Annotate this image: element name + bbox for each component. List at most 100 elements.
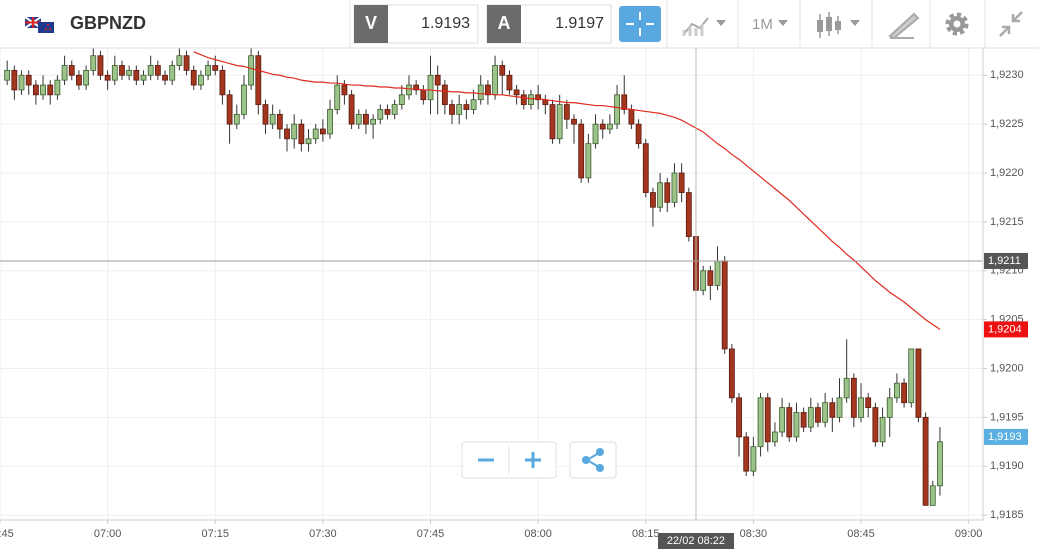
bid-tag (354, 5, 388, 43)
candle-body (678, 172, 685, 193)
candle-body (212, 65, 219, 71)
candle-body (219, 69, 226, 96)
candle-body (398, 94, 405, 105)
candle-body (485, 84, 491, 96)
candle-body (606, 123, 613, 130)
bid-label: V (365, 13, 377, 33)
candle-body (800, 412, 807, 428)
candle-body (578, 123, 585, 179)
candle-body (915, 348, 922, 418)
y-tick-label: 1,9225 (990, 118, 1024, 130)
bid-price: 1.9193 (421, 15, 470, 32)
candle-body (276, 113, 283, 130)
candle-body (772, 431, 778, 443)
share-box (569, 441, 617, 479)
crosshair-time-box (657, 533, 734, 549)
candle-body (391, 104, 398, 115)
candle-body (162, 74, 168, 81)
candle-body (241, 84, 247, 115)
candle-body (25, 74, 32, 86)
flag-icon (24, 16, 54, 33)
candle-body (499, 65, 506, 76)
candle-body (449, 104, 455, 115)
candle-body (190, 69, 197, 86)
zoom-in-button[interactable] (525, 452, 541, 468)
candle-body (563, 104, 570, 120)
drawing-button[interactable] (888, 12, 920, 40)
candle-body (334, 84, 341, 110)
candle-body (370, 118, 377, 125)
candle-body (642, 143, 649, 193)
y-tick-label: 1,9190 (990, 460, 1024, 472)
candle-body (97, 55, 104, 76)
candle-body (592, 123, 599, 145)
candle-body (865, 397, 872, 408)
candle-body (886, 397, 893, 418)
candle-type-button[interactable] (817, 12, 860, 38)
candle-body (721, 260, 728, 350)
candle-body (298, 123, 305, 145)
crosshair-button[interactable] (619, 6, 661, 42)
candle-body (743, 436, 750, 472)
candle-body (621, 94, 628, 110)
candle-body (614, 94, 620, 125)
x-tick-label: 07:00 (94, 528, 122, 540)
candle-body (901, 382, 907, 404)
candle-body (140, 74, 147, 81)
candle-body (520, 94, 527, 105)
candle-body (147, 65, 154, 76)
candle-body (111, 65, 118, 81)
y-tick-label: 1,9185 (990, 509, 1024, 521)
candle-body (32, 84, 39, 96)
candle-body (836, 397, 843, 418)
candle-body (119, 65, 125, 76)
y-tick-label: 1,9200 (990, 362, 1024, 374)
candle-body (807, 407, 814, 428)
candle-body (822, 402, 829, 423)
candle-body (535, 94, 542, 101)
y-tick-label: 1,9195 (990, 411, 1024, 423)
crosshair-icon (626, 12, 654, 36)
candle-body (4, 69, 11, 81)
toolbar: GBPNZD V 1.9193 A 1.9197 1M (0, 0, 1039, 49)
candle-body (757, 397, 764, 448)
axes: 1,91851,91901,91951,92001,92051,92101,92… (0, 69, 1028, 549)
candle-body (750, 446, 757, 472)
last-price-label: 1,9193 (988, 431, 1022, 443)
candle-body (61, 65, 68, 81)
candle-body (83, 69, 90, 86)
ma-price-label-box (984, 321, 1028, 338)
candle-body (908, 348, 915, 404)
candle-body (872, 407, 879, 443)
chart-type-button[interactable] (682, 17, 726, 36)
share-button[interactable] (582, 448, 604, 472)
candle-body (312, 128, 319, 140)
candle-body (635, 123, 642, 145)
candle-body (728, 348, 735, 399)
candle-body (843, 377, 850, 399)
timeframe[interactable]: 1M (752, 16, 773, 33)
candle-body (233, 113, 240, 125)
candle-body (556, 104, 563, 140)
settings-button[interactable] (945, 12, 969, 36)
x-tick-label: 07:30 (309, 528, 337, 540)
x-tick-label: 06:45 (0, 528, 14, 540)
candle-body (664, 182, 671, 203)
candle-body (506, 74, 513, 91)
candle-body (176, 55, 183, 66)
candle-body (11, 69, 18, 91)
collapse-button[interactable] (999, 11, 1023, 37)
candle-body (858, 397, 864, 418)
candle-body (427, 74, 434, 101)
crosshair-price-label-box (984, 252, 1028, 269)
candle-body (54, 79, 61, 96)
candle-body (284, 128, 290, 140)
candle-body (126, 69, 133, 76)
plot-area (0, 48, 983, 520)
candle-body (764, 397, 771, 443)
ask-tag (487, 5, 521, 43)
crosshair-time-label: 22/02 08:22 (667, 535, 725, 547)
x-tick-label: 08:30 (740, 528, 768, 540)
